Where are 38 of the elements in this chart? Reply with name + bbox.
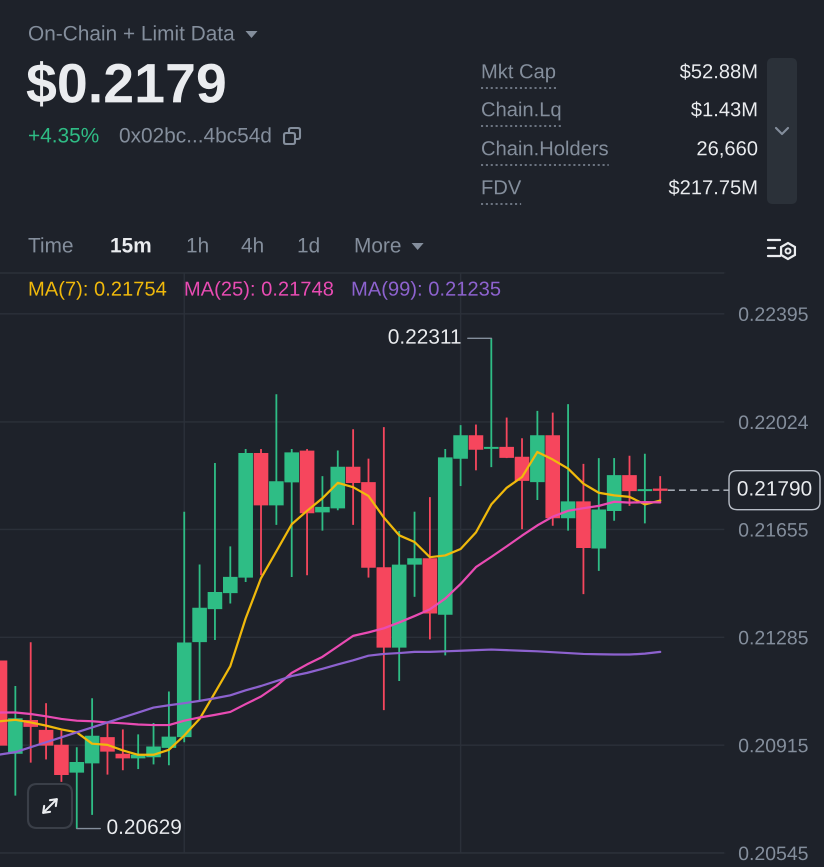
text: 26,660 bbox=[697, 141, 758, 158]
text: More bbox=[356, 238, 401, 253]
candlestick bbox=[638, 452, 652, 524]
text: $52.88M bbox=[680, 63, 756, 80]
candlestick bbox=[468, 424, 484, 472]
text: MA(99): 0.21235 bbox=[352, 281, 500, 300]
text: Chain.Holders bbox=[482, 140, 608, 156]
chart-subtitle: $0.2179 bbox=[26, 61, 225, 106]
text: 0.21790 bbox=[738, 480, 812, 496]
text: $1.43M bbox=[691, 101, 756, 118]
text: 15m bbox=[111, 238, 150, 253]
text: MA(25): 0.21748 bbox=[186, 281, 334, 300]
candlestick bbox=[407, 510, 422, 598]
text: +4.35% bbox=[29, 128, 98, 143]
text: MA(7): 0.21754 bbox=[30, 281, 166, 300]
y-tick-label: 0.20915 bbox=[738, 738, 808, 752]
text: 1h bbox=[188, 237, 208, 252]
text: Time bbox=[28, 237, 73, 253]
candlestick bbox=[484, 337, 499, 468]
line-series bbox=[0, 500, 662, 726]
y-tick-label: 0.22395 bbox=[738, 307, 808, 322]
chart-title: On-Chain + Limit Data bbox=[28, 25, 235, 41]
text: 4h bbox=[241, 237, 263, 252]
candlestick bbox=[622, 454, 637, 507]
y-tick-label: 0.22024 bbox=[738, 415, 808, 430]
text: 1d bbox=[298, 237, 319, 253]
text: FDV bbox=[482, 180, 522, 194]
text: Mkt Cap bbox=[482, 64, 556, 82]
y-tick-label: 0.21285 bbox=[738, 630, 808, 645]
annotation: 0.22311 bbox=[388, 329, 461, 344]
y-tick-label: 0.20545 bbox=[738, 846, 808, 860]
annotation: 0.20629 bbox=[107, 819, 181, 834]
candlestick bbox=[116, 728, 130, 772]
y-tick-label: 0.21655 bbox=[738, 522, 808, 537]
line-series bbox=[0, 648, 662, 756]
text: $217.75M bbox=[668, 179, 756, 196]
text: Chain.Lq bbox=[482, 102, 560, 120]
text: 0x02bc...4bc54d bbox=[120, 127, 271, 143]
